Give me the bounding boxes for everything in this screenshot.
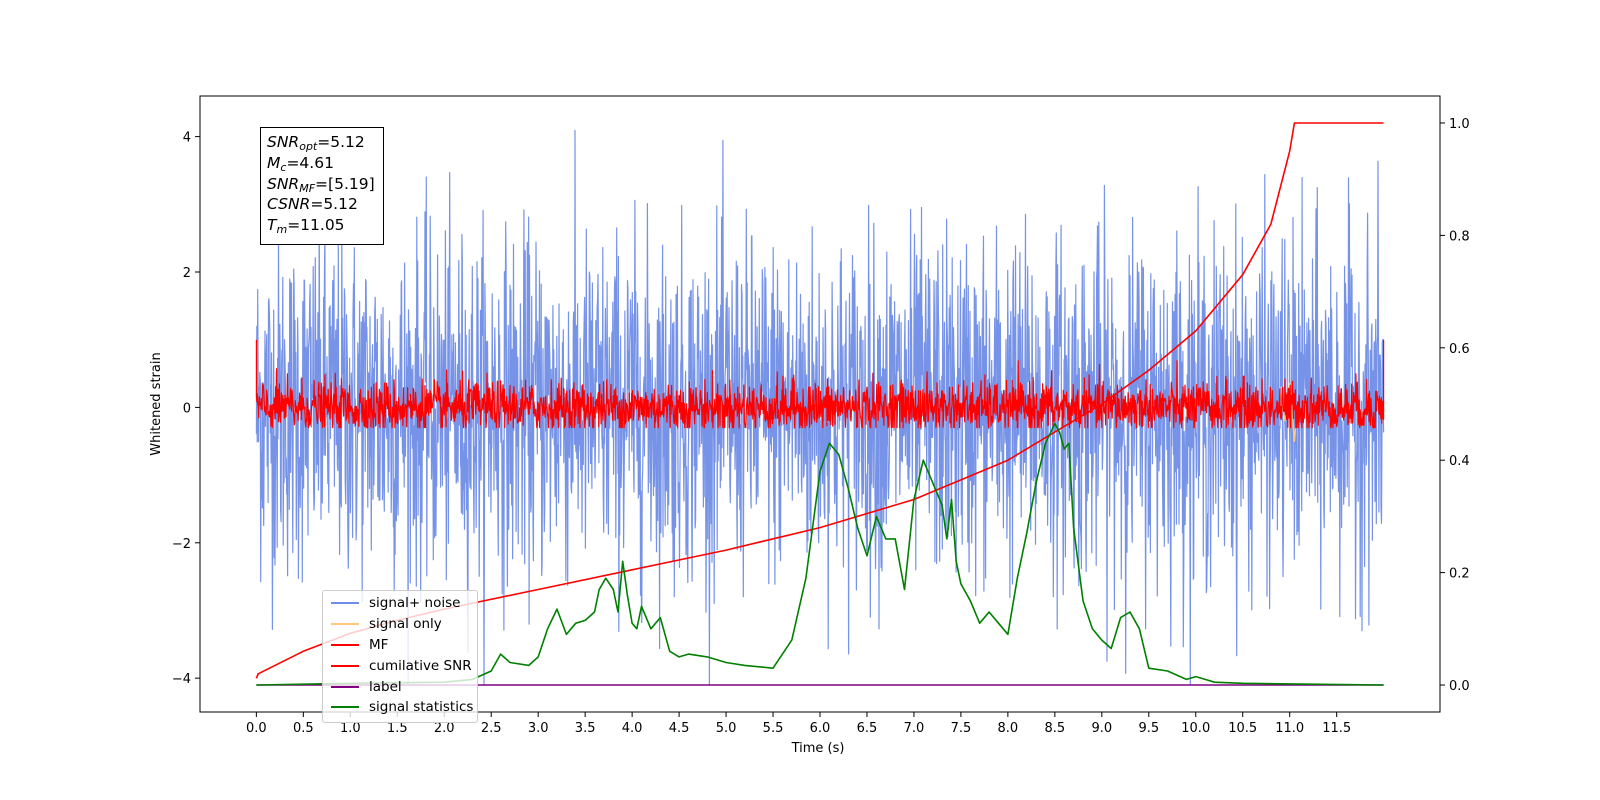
legend-item-signal-statistics: signal statistics bbox=[323, 697, 477, 718]
x-tick-label: 10.5 bbox=[1228, 721, 1257, 736]
x-tick-label: 4.5 bbox=[669, 721, 690, 736]
y2-tick-label: 1.0 bbox=[1449, 117, 1470, 132]
y-tick-label: 4 bbox=[183, 131, 191, 146]
series-signal-noise-line bbox=[255, 129, 1385, 686]
x-tick-label: 4.0 bbox=[622, 721, 643, 736]
x-tick-label: 11.5 bbox=[1322, 721, 1351, 736]
x-tick-label: 1.5 bbox=[387, 721, 408, 736]
x-tick-label: 2.5 bbox=[481, 721, 502, 736]
y2-tick-label: 0.6 bbox=[1449, 342, 1470, 357]
y-axis-label: Whitened strain bbox=[149, 352, 164, 455]
y2-tick-label: 0.4 bbox=[1449, 454, 1470, 469]
x-tick-label: 3.5 bbox=[575, 721, 596, 736]
legend-item-cumulative-snr: cumilative SNR bbox=[323, 655, 477, 676]
legend-item-signal-only: signal only bbox=[323, 614, 477, 635]
legend-swatch bbox=[331, 602, 359, 605]
y-tick-label: −4 bbox=[172, 672, 191, 687]
series-signal-statistics-line bbox=[256, 422, 1384, 686]
legend-swatch bbox=[331, 664, 359, 667]
x-tick-label: 8.0 bbox=[998, 721, 1019, 736]
x-tick-label: 0.5 bbox=[293, 721, 314, 736]
annotation-csnr: CSNR=5.12 bbox=[267, 195, 358, 214]
legend-item-label: label bbox=[323, 676, 477, 697]
y2-tick-label: 0.0 bbox=[1449, 679, 1470, 694]
x-tick-label: 1.0 bbox=[340, 721, 361, 736]
x-tick-label: 5.0 bbox=[716, 721, 737, 736]
y-axis-right: 0.0 0.2 0.4 0.6 0.8 1.0 bbox=[1440, 117, 1470, 694]
y2-tick-label: 0.2 bbox=[1449, 567, 1470, 582]
x-tick-label: 8.5 bbox=[1045, 721, 1066, 736]
y-tick-label: −2 bbox=[172, 537, 191, 552]
legend-swatch bbox=[331, 706, 359, 709]
series-mf-line bbox=[255, 339, 1385, 429]
y-tick-label: 2 bbox=[183, 266, 191, 281]
x-tick-label: 5.5 bbox=[763, 721, 784, 736]
x-tick-label: 6.5 bbox=[857, 721, 878, 736]
legend-swatch bbox=[331, 643, 359, 646]
annotation-box: SNRopt=5.12 Mc=4.61 SNRMF=[5.19] CSNR=5.… bbox=[260, 127, 384, 245]
legend-swatch bbox=[331, 685, 359, 688]
legend-item-signal-noise: signal+ noise bbox=[323, 593, 477, 614]
x-axis-label: Time (s) bbox=[791, 741, 845, 756]
x-tick-label: 9.5 bbox=[1138, 721, 1159, 736]
x-tick-label: 2.0 bbox=[434, 721, 455, 736]
x-tick-label: 6.0 bbox=[810, 721, 831, 736]
legend-swatch bbox=[331, 623, 359, 626]
y-tick-label: 0 bbox=[183, 401, 191, 416]
legend: signal+ noise signal only MF cumilative … bbox=[322, 590, 478, 723]
annotation-snr-opt: SNRopt=5.12 bbox=[267, 133, 365, 153]
x-tick-label: 3.0 bbox=[528, 721, 549, 736]
x-tick-label: 0.0 bbox=[246, 721, 267, 736]
annotation-snr-mf: SNRMF=[5.19] bbox=[267, 174, 375, 195]
legend-item-mf: MF bbox=[323, 635, 477, 656]
y2-tick-label: 0.8 bbox=[1449, 229, 1470, 244]
annotation-chirp-mass: Mc=4.61 bbox=[267, 153, 334, 174]
x-axis: 0.0 0.5 1.0 1.5 2.0 2.5 3.0 3.5 4.0 4.5 5.0 5.5 6.0 6… bbox=[246, 712, 1351, 736]
x-tick-label: 11.0 bbox=[1275, 721, 1304, 736]
annotation-tm: Tm=11.05 bbox=[267, 216, 345, 237]
x-tick-label: 9.0 bbox=[1091, 721, 1112, 736]
y-axis-left: −4 −2 0 2 4 bbox=[172, 131, 200, 687]
x-tick-label: 7.0 bbox=[904, 721, 925, 736]
x-tick-label: 10.0 bbox=[1181, 721, 1210, 736]
x-tick-label: 7.5 bbox=[951, 721, 972, 736]
